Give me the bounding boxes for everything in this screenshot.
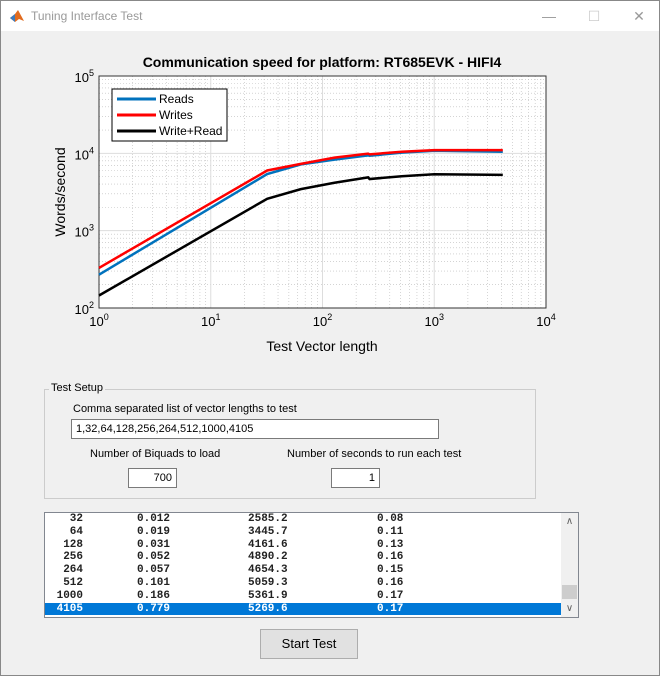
cell: 0.16 [377,576,404,589]
cell: 256 [63,551,83,564]
list-item[interactable]: 256 0.052 4890.2 0.16 [45,551,578,564]
minimize-button[interactable]: — [542,8,556,24]
scroll-thumb[interactable] [562,585,577,599]
list-item[interactable]: 512 0.101 5059.3 0.16 [45,577,578,590]
x-axis-label: Test Vector length [266,338,377,354]
cell: 4654.3 [248,564,288,577]
list-item[interactable]: 4105 0.779 5269.6 0.17 [45,602,578,616]
cell: 4890.2 [248,551,288,564]
cell: 128 [63,538,83,551]
title-bar: Tuning Interface Test — ☐ ✕ [1,1,659,31]
series-line [98,148,503,269]
series-line [98,173,503,297]
legend-entry: Reads [159,92,194,106]
biquads-input[interactable]: 700 [128,468,177,488]
lengths-label: Comma separated list of vector lengths t… [73,403,297,415]
cell: 5059.3 [248,576,288,589]
cell: 0.057 [137,564,171,577]
seconds-label: Number of seconds to run each test [287,448,462,460]
seconds-input[interactable]: 1 [331,468,380,488]
cell: 0.052 [137,551,171,564]
cell: 1000 [56,589,83,602]
cell: 5269.6 [248,602,288,615]
legend-entry: Write+Read [159,124,222,138]
cell: 0.11 [377,525,404,538]
list-item[interactable]: 128 0.031 4161.6 0.13 [45,539,578,552]
cell: 512 [63,576,83,589]
list-item[interactable]: 264 0.057 4654.3 0.15 [45,564,578,577]
cell: 0.012 [137,513,171,525]
window-title: Tuning Interface Test [31,9,143,23]
x-tick-label: 101 [201,312,220,329]
biquads-label: Number of Biquads to load [90,448,221,460]
lengths-input[interactable]: 1,32,64,128,256,264,512,1000,4105 [71,419,439,439]
scroll-up-icon[interactable]: ∧ [565,516,574,527]
list-item[interactable]: 64 0.019 3445.7 0.11 [45,526,578,539]
cell: 3445.7 [248,525,288,538]
list-item[interactable]: 32 0.012 2585.2 0.08 [45,513,578,526]
scrollbar[interactable]: ∧ ∨ [561,513,578,617]
cell: 4105 [56,602,83,615]
x-tick-label: 100 [89,312,108,329]
cell: 264 [63,564,83,577]
cell: 2585.2 [248,513,288,525]
start-test-button[interactable]: Start Test [260,629,358,659]
maximize-button[interactable]: ☐ [587,8,601,24]
group-label: Test Setup [49,382,105,394]
cell: 0.031 [137,538,171,551]
cell: 0.101 [137,576,171,589]
cell: 0.15 [377,564,404,577]
chart-title: Communication speed for platform: RT685E… [143,54,502,70]
cell: 0.13 [377,538,404,551]
cell: 4161.6 [248,538,288,551]
x-tick-label: 102 [313,312,332,329]
cell: 0.779 [137,602,171,615]
speed-chart: 100 101 102 103 104102103104105Communication… [52,54,556,354]
y-tick-label: 104 [75,145,94,162]
scroll-down-icon[interactable]: ∨ [565,603,574,614]
legend-entry: Writes [159,108,193,122]
x-tick-label: 103 [425,312,444,329]
cell: 0.186 [137,589,171,602]
close-button[interactable]: ✕ [633,8,645,24]
cell: 32 [69,513,83,525]
cell: 0.019 [137,525,171,538]
test-setup-group: Test Setup [44,382,536,499]
matlab-icon [10,10,24,22]
y-axis-label: Words/second [52,147,68,236]
cell: 0.17 [377,602,404,615]
x-tick-label: 104 [536,312,555,329]
cell: 64 [69,525,83,538]
list-item[interactable]: 1000 0.186 5361.9 0.17 [45,590,578,603]
y-tick-label: 103 [75,223,94,240]
cell: 0.08 [377,513,404,525]
results-list[interactable]: 32 0.012 2585.2 0.08 64 0.019 3445.7 0.11 128 0.0… [44,512,579,618]
cell: 5361.9 [248,589,288,602]
axes-box [98,75,547,309]
cell: 0.16 [377,551,404,564]
y-tick-label: 105 [75,68,94,85]
cell: 0.17 [377,589,404,602]
